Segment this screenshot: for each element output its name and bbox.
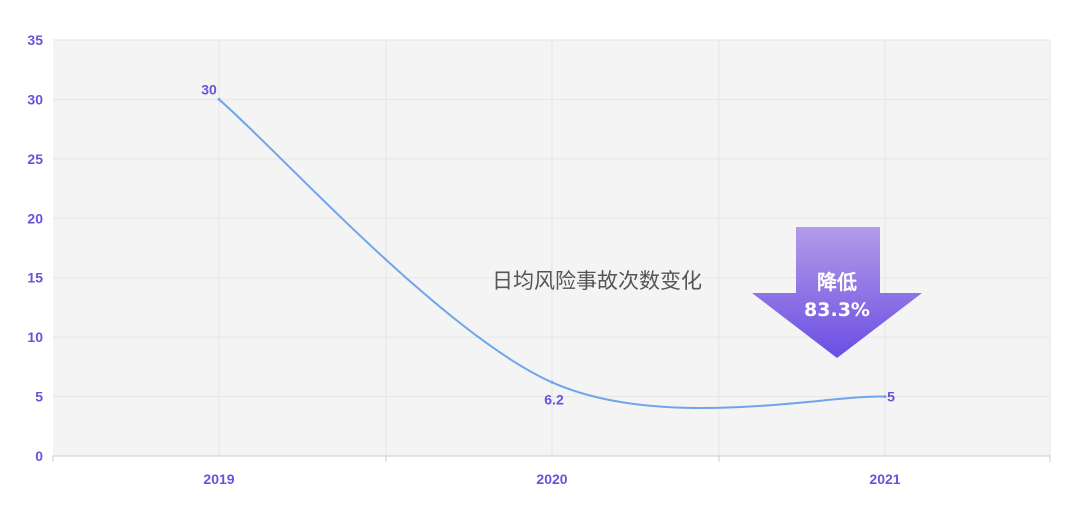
data-label: 5 [887, 389, 895, 405]
data-point [883, 395, 887, 399]
reduction-arrow-icon: 降低 83.3% [752, 227, 922, 358]
data-point [217, 97, 221, 101]
grid-lines [53, 39, 1051, 456]
y-tick-label: 15 [27, 270, 43, 286]
reduction-label: 降低 [817, 270, 857, 294]
data-label: 30 [201, 81, 217, 97]
y-tick-label: 25 [27, 151, 43, 167]
y-tick-label: 10 [27, 329, 43, 345]
y-tick-label: 5 [35, 389, 43, 405]
x-axis-ticks [52, 456, 1051, 462]
data-label: 6.2 [544, 391, 564, 407]
y-tick-label: 20 [27, 210, 43, 226]
series-line [218, 98, 886, 410]
x-axis-tick-labels: 2019 2020 2021 [203, 471, 900, 487]
y-tick-label: 30 [27, 91, 43, 107]
chart-title: 日均风险事故次数变化 [492, 269, 702, 293]
x-tick-label: 2019 [203, 471, 234, 487]
data-point [550, 380, 554, 384]
data-points [217, 97, 887, 399]
y-tick-label: 0 [35, 448, 43, 464]
x-tick-label: 2020 [536, 471, 567, 487]
data-labels: 306.2 5 [201, 81, 895, 407]
down-arrow-icon [752, 227, 922, 358]
y-axis-tick-labels: 0 5 10 15 20 25 30 35 [27, 32, 43, 464]
y-tick-label: 35 [27, 32, 43, 48]
reduction-percent: 83.3% [804, 299, 870, 321]
x-tick-label: 2021 [869, 471, 900, 487]
